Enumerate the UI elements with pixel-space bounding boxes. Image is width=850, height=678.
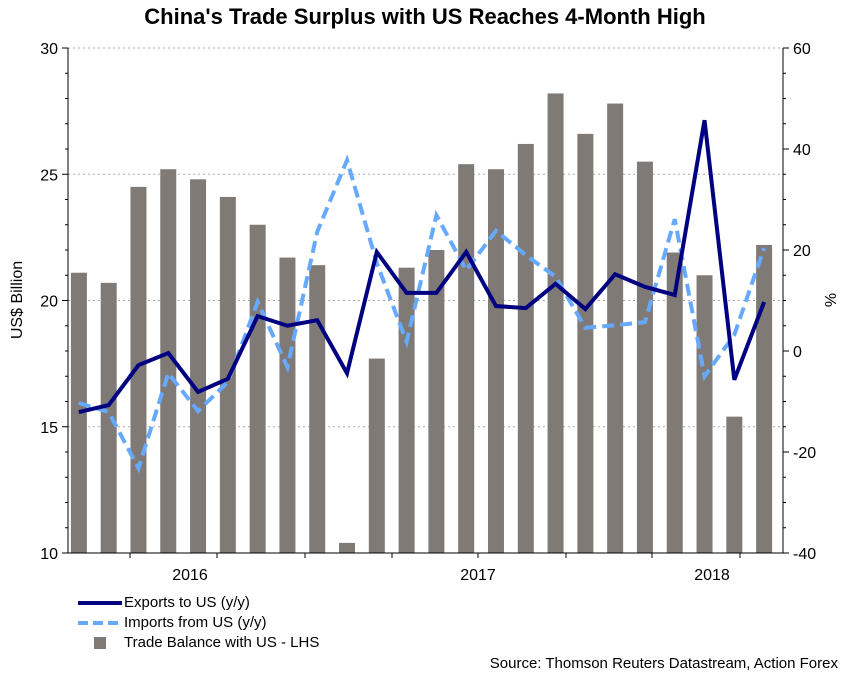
source-note: Source: Thomson Reuters Datastream, Acti… [489,655,838,672]
bar-Aug-17 [517,143,534,553]
bar-Nov-17 [607,103,624,554]
bar-Mar-18 [726,416,743,553]
left-tick-label: 15 [40,420,58,437]
legend-item-balance: Trade Balance with US - LHS [78,633,319,653]
right-tick-label: 20 [793,243,811,260]
bar-Jul-16 [130,186,147,553]
bar-Jul-17 [487,169,504,553]
right-tick-label: 60 [793,41,811,58]
exports-line [78,119,766,415]
right-tick-label: 0 [793,344,802,361]
bar-Apr-17 [398,267,415,553]
bar-Dec-17 [636,161,653,553]
year-label: 2017 [460,567,496,584]
bar-Sep-16 [190,179,207,554]
left-tick-label: 20 [40,294,58,311]
right-tick-label: 40 [793,142,811,159]
bar-Mar-17 [368,358,385,553]
left-tick-label: 30 [40,41,58,58]
bar-Jun-16 [100,282,117,553]
bar-May-16 [70,272,87,553]
right-tick-label: -20 [793,445,816,462]
year-label: 2016 [172,567,208,584]
year-label: 2018 [694,567,730,584]
right-tick-label: -40 [793,546,816,563]
bar-Nov-16 [249,224,266,553]
legend-swatch-dashed-line [78,616,122,630]
left-tick-label: 10 [40,546,58,563]
bar-Jun-17 [458,164,475,553]
bar-Feb-17 [339,542,356,553]
bar-Dec-16 [279,257,296,553]
legend-label: Trade Balance with US - LHS [124,634,320,651]
bar-Feb-18 [696,275,713,553]
left-axis-title: US$ Billion [9,261,26,339]
bar-May-17 [428,250,445,553]
bar-Sep-17 [547,93,564,553]
legend-label: Imports from US (y/y) [124,614,267,631]
legend-item-imports: Imports from US (y/y) [78,613,319,633]
right-axis-title: % [823,293,840,307]
chart-title: China's Trade Surplus with US Reaches 4-… [144,4,706,29]
bar-Oct-17 [577,133,594,553]
legend: Exports to US (y/y) Imports from US (y/y… [78,593,319,653]
legend-item-exports: Exports to US (y/y) [78,593,319,613]
bar-Aug-16 [160,169,177,553]
imports-line [78,154,766,474]
legend-label: Exports to US (y/y) [124,594,250,611]
left-tick-label: 25 [40,167,58,184]
legend-swatch-solid-line [78,596,122,610]
bar-Jan-18 [666,252,683,553]
bar-Apr-18 [756,244,773,553]
bar-Jan-17 [309,265,326,553]
legend-swatch-bar [78,636,122,650]
